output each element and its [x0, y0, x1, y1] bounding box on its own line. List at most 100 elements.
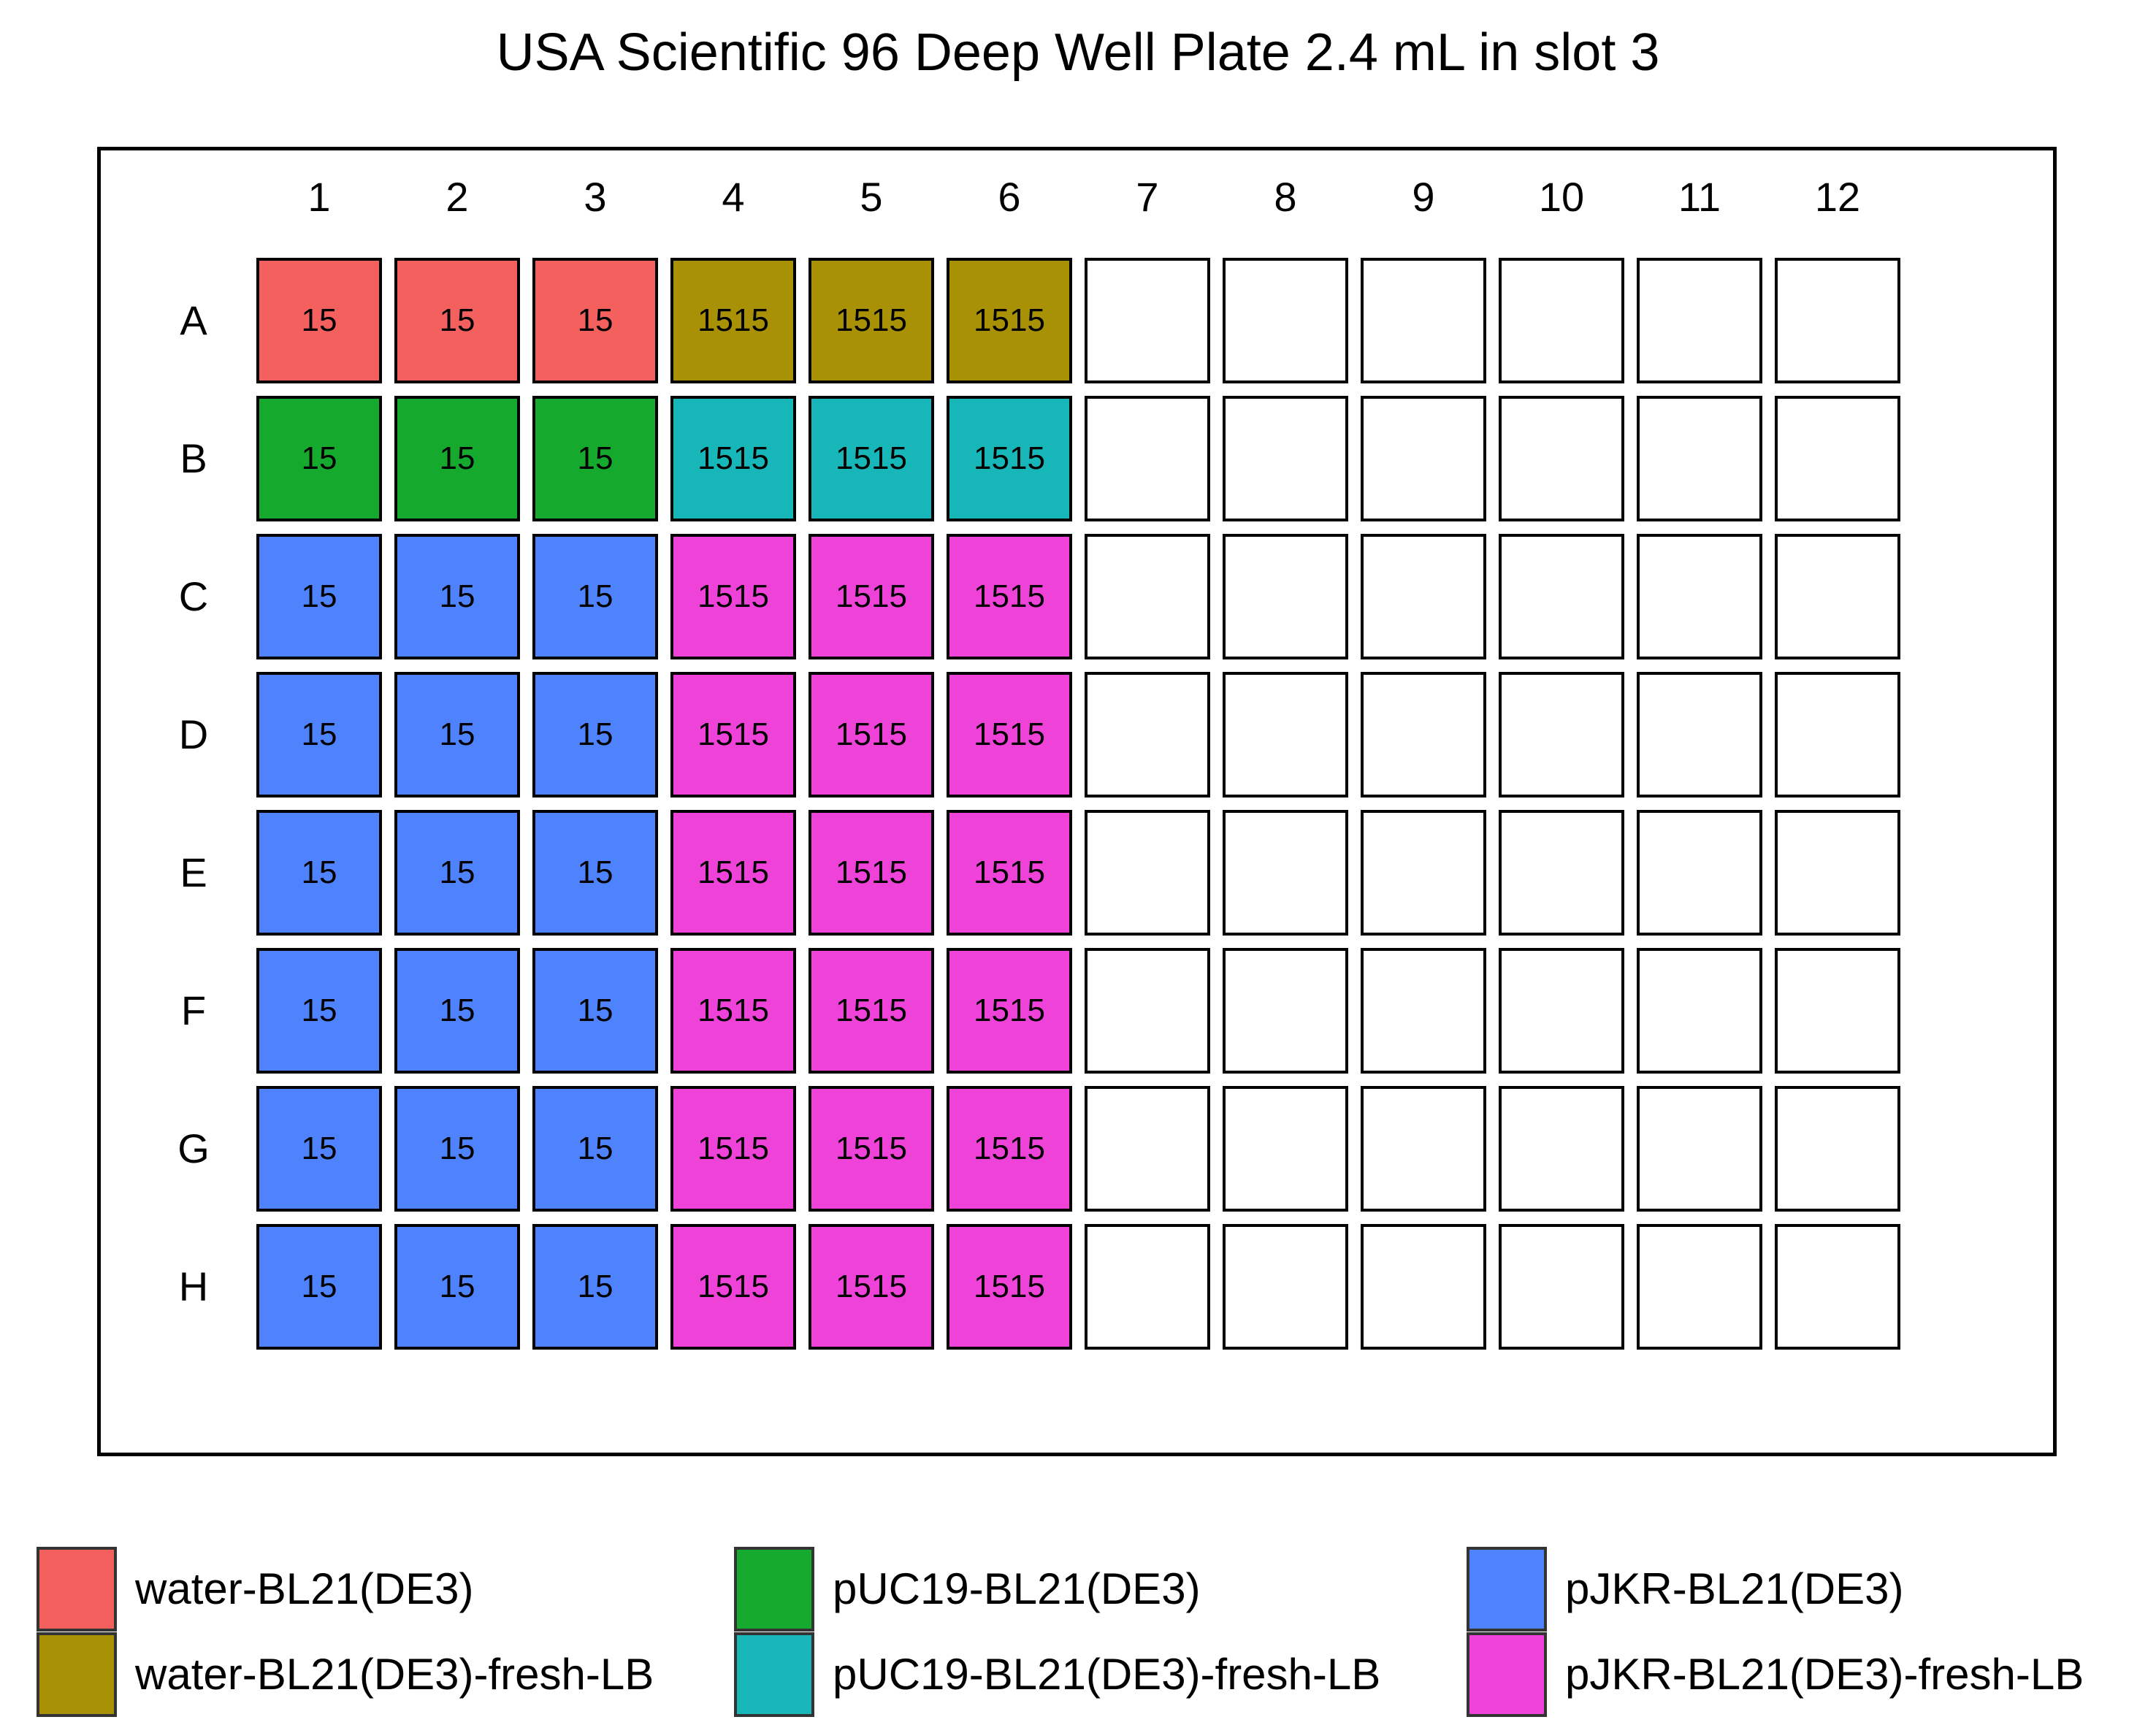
well-F3: 15	[532, 948, 658, 1074]
well-D7	[1085, 672, 1210, 798]
well-F4: 1515	[670, 948, 796, 1074]
well-E3: 15	[532, 810, 658, 936]
well-E4: 1515	[670, 810, 796, 936]
well-E5: 1515	[808, 810, 934, 936]
well-C5: 1515	[808, 534, 934, 659]
column-label-1: 1	[307, 174, 331, 220]
well-A5: 1515	[808, 258, 934, 383]
well-A9	[1361, 258, 1486, 383]
well-D5: 1515	[808, 672, 934, 798]
row-label-H: H	[178, 1263, 209, 1309]
well-C12	[1775, 534, 1900, 659]
well-C11	[1637, 534, 1762, 659]
well-E9	[1361, 810, 1486, 936]
well-G4: 1515	[670, 1086, 796, 1212]
well-H7	[1085, 1224, 1210, 1350]
well-B7	[1085, 396, 1210, 521]
well-A3: 15	[532, 258, 658, 383]
column-label-5: 5	[860, 174, 883, 220]
column-label-11: 11	[1678, 174, 1721, 220]
column-label-3: 3	[584, 174, 607, 220]
well-E2: 15	[394, 810, 520, 936]
well-G1: 15	[256, 1086, 382, 1212]
well-E7	[1085, 810, 1210, 936]
well-A10	[1499, 258, 1624, 383]
legend-label: pUC19-BL21(DE3)-fresh-LB	[833, 1650, 1381, 1699]
well-H6: 1515	[947, 1224, 1072, 1350]
row-label-E: E	[180, 849, 207, 895]
legend-label: water-BL21(DE3)-fresh-LB	[135, 1650, 654, 1699]
well-F1: 15	[256, 948, 382, 1074]
well-C9	[1361, 534, 1486, 659]
well-F8	[1223, 948, 1348, 1074]
well-B4: 1515	[670, 396, 796, 521]
legend-label: pJKR-BL21(DE3)	[1565, 1564, 1904, 1613]
well-E11	[1637, 810, 1762, 936]
well-F10	[1499, 948, 1624, 1074]
well-D9	[1361, 672, 1486, 798]
well-D4: 1515	[670, 672, 796, 798]
well-A8	[1223, 258, 1348, 383]
well-E10	[1499, 810, 1624, 936]
column-label-4: 4	[722, 174, 745, 220]
well-H1: 15	[256, 1224, 382, 1350]
well-D11	[1637, 672, 1762, 798]
column-label-9: 9	[1412, 174, 1435, 220]
well-B6: 1515	[947, 396, 1072, 521]
legend-label: pUC19-BL21(DE3)	[833, 1564, 1201, 1613]
plate-title: USA Scientific 96 Deep Well Plate 2.4 mL…	[496, 23, 1660, 82]
legend-swatch	[37, 1547, 117, 1632]
well-H12	[1775, 1224, 1900, 1350]
well-G12	[1775, 1086, 1900, 1212]
well-H10	[1499, 1224, 1624, 1350]
well-F12	[1775, 948, 1900, 1074]
well-B5: 1515	[808, 396, 934, 521]
well-H9	[1361, 1224, 1486, 1350]
legend-swatch	[1467, 1547, 1547, 1632]
well-A7	[1085, 258, 1210, 383]
legend-label: water-BL21(DE3)	[135, 1564, 474, 1613]
well-H2: 15	[394, 1224, 520, 1350]
well-D10	[1499, 672, 1624, 798]
well-D2: 15	[394, 672, 520, 798]
well-A2: 15	[394, 258, 520, 383]
well-E12	[1775, 810, 1900, 936]
well-A1: 15	[256, 258, 382, 383]
well-E8	[1223, 810, 1348, 936]
well-A6: 1515	[947, 258, 1072, 383]
well-D1: 15	[256, 672, 382, 798]
well-G2: 15	[394, 1086, 520, 1212]
row-label-A: A	[180, 297, 207, 343]
well-D12	[1775, 672, 1900, 798]
column-label-10: 10	[1538, 174, 1585, 220]
well-G11	[1637, 1086, 1762, 1212]
well-H5: 1515	[808, 1224, 934, 1350]
column-label-8: 8	[1274, 174, 1297, 220]
well-B8	[1223, 396, 1348, 521]
well-F6: 1515	[947, 948, 1072, 1074]
well-C1: 15	[256, 534, 382, 659]
legend-label: pJKR-BL21(DE3)-fresh-LB	[1565, 1650, 2084, 1699]
row-label-F: F	[180, 987, 207, 1033]
well-H11	[1637, 1224, 1762, 1350]
well-H8	[1223, 1224, 1348, 1350]
well-C3: 15	[532, 534, 658, 659]
well-B11	[1637, 396, 1762, 521]
column-label-12: 12	[1814, 174, 1861, 220]
well-B1: 15	[256, 396, 382, 521]
well-E6: 1515	[947, 810, 1072, 936]
well-G9	[1361, 1086, 1486, 1212]
plate-frame	[97, 147, 2057, 1456]
well-A11	[1637, 258, 1762, 383]
well-H4: 1515	[670, 1224, 796, 1350]
well-D6: 1515	[947, 672, 1072, 798]
well-C2: 15	[394, 534, 520, 659]
well-F5: 1515	[808, 948, 934, 1074]
well-C4: 1515	[670, 534, 796, 659]
legend-swatch	[734, 1632, 814, 1717]
row-label-D: D	[178, 711, 209, 757]
well-C8	[1223, 534, 1348, 659]
well-G5: 1515	[808, 1086, 934, 1212]
well-B10	[1499, 396, 1624, 521]
row-label-C: C	[178, 573, 209, 619]
